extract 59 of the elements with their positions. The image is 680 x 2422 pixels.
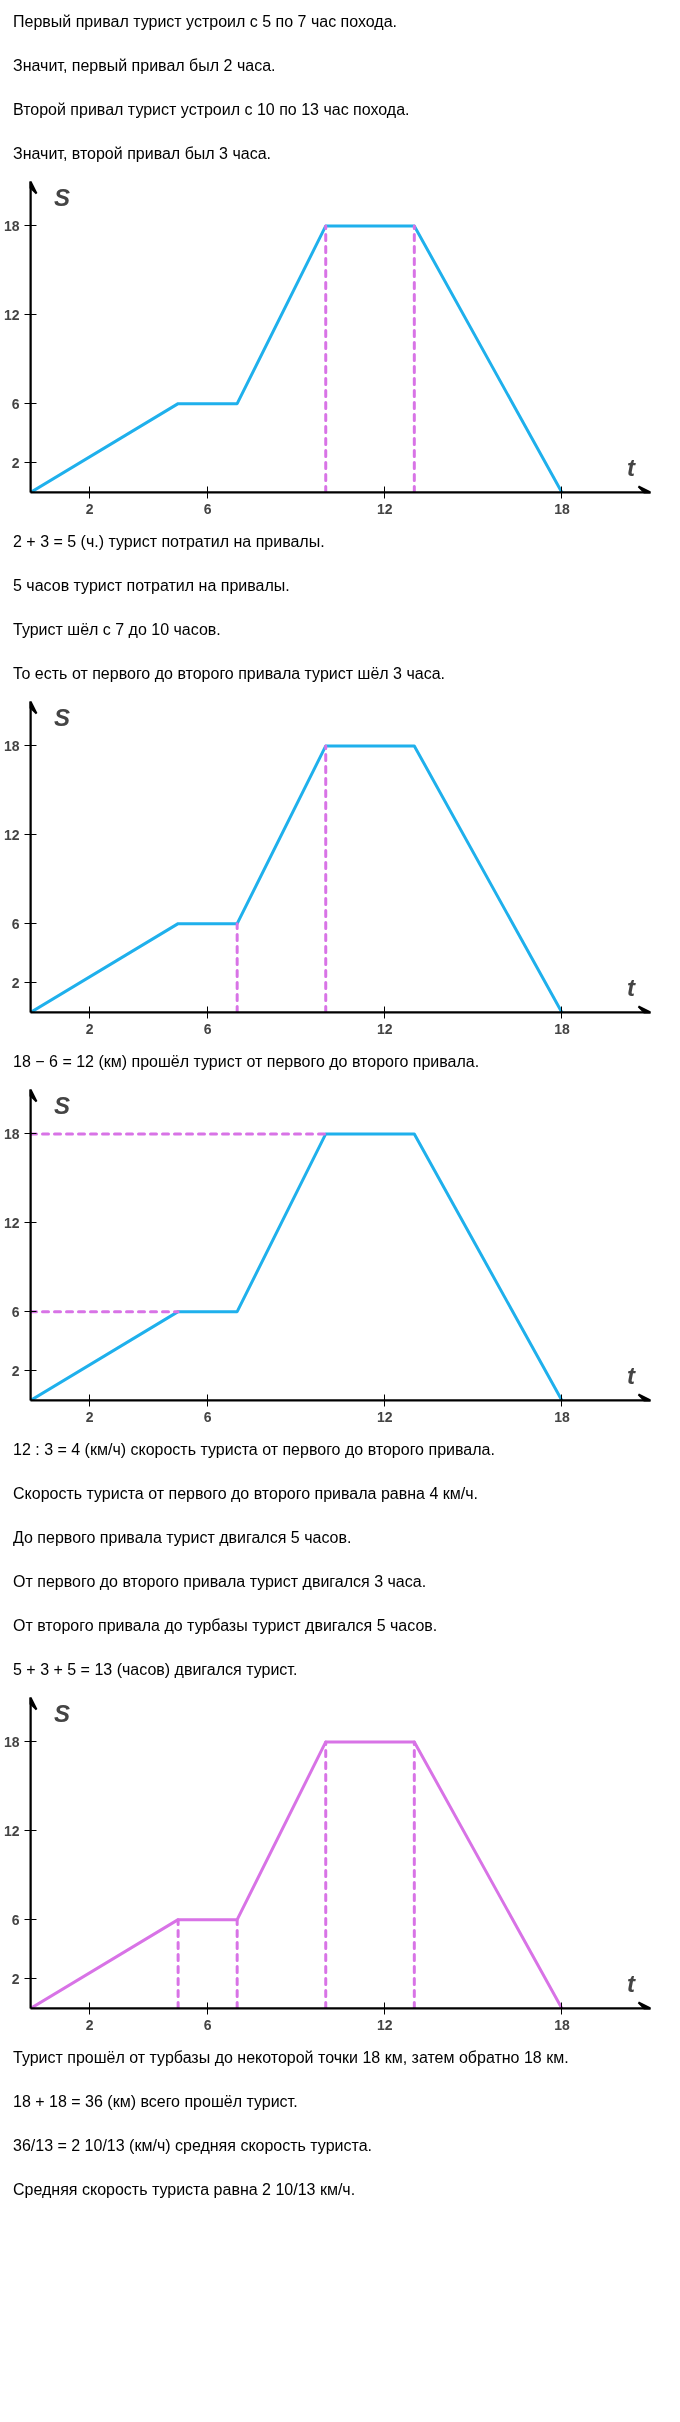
y-tick-label: 18 bbox=[3, 217, 20, 234]
y-tick-label: 18 bbox=[3, 1125, 20, 1142]
y-tick-label: 12 bbox=[3, 1822, 20, 1839]
text: Значит, второй привал был 3 часа. bbox=[13, 144, 272, 164]
x-tick-label: 18 bbox=[554, 1020, 570, 1037]
y-tick-label: 2 bbox=[11, 1970, 20, 1987]
x-tick-label: 18 bbox=[554, 2016, 570, 2033]
x-tick-label: 12 bbox=[377, 500, 393, 517]
text: 2 + 3 = 5 (ч.) турист потратил на привалы. bbox=[13, 532, 325, 552]
text: До первого привала турист двигался 5 часов. bbox=[13, 1528, 352, 1548]
x-axis-title: t bbox=[626, 973, 636, 1001]
x-tick-label: 6 bbox=[203, 2016, 212, 2033]
x-tick-label: 12 bbox=[377, 2016, 393, 2033]
y-axis-title: S bbox=[54, 1092, 71, 1120]
x-tick-label: 2 bbox=[85, 500, 94, 517]
text: Турист шёл с 7 до 10 часов. bbox=[13, 620, 221, 640]
text: Первый привал турист устроил с 5 по 7 час похода. bbox=[13, 12, 398, 32]
text: То есть от первого до второго привала турист шёл 3 часа. bbox=[13, 664, 445, 684]
text: 5 часов турист потратил на привалы. bbox=[13, 576, 290, 596]
text: Средняя скорость туриста равна 2 10/13 км/ч. bbox=[13, 2180, 356, 2200]
text: 36/13 = 2 10/13 (км/ч) средняя скорость туриста. bbox=[13, 2136, 373, 2156]
x-tick-label: 18 bbox=[554, 1408, 570, 1425]
x-tick-label: 12 bbox=[377, 1020, 393, 1037]
text: 18 + 18 = 36 (км) всего прошёл турист. bbox=[13, 2092, 298, 2112]
y-tick-label: 12 bbox=[3, 826, 20, 843]
x-tick-label: 6 bbox=[203, 500, 212, 517]
text: Значит, первый привал был 2 часа. bbox=[13, 56, 276, 76]
x-tick-label: 12 bbox=[377, 1408, 393, 1425]
x-tick-label: 18 bbox=[554, 500, 570, 517]
y-axis-title: S bbox=[54, 184, 71, 212]
text: 5 + 3 + 5 = 13 (часов) двигался турист. bbox=[13, 1660, 298, 1680]
y-tick-label: 12 bbox=[3, 1214, 20, 1231]
x-tick-label: 2 bbox=[85, 1408, 94, 1425]
y-tick-label: 12 bbox=[3, 306, 20, 323]
y-tick-label: 2 bbox=[11, 974, 20, 991]
text: От первого до второго привала турист двигался 3 часа. bbox=[13, 1572, 427, 1592]
x-axis-title: t bbox=[626, 1969, 636, 1997]
x-tick-label: 6 bbox=[203, 1020, 212, 1037]
x-axis-title: t bbox=[626, 1361, 636, 1389]
text: От второго привала до турбазы турист двигался 5 часов. bbox=[13, 1616, 438, 1636]
text: Скорость туриста от первого до второго привала равна 4 км/ч. bbox=[13, 1484, 478, 1504]
y-tick-label: 18 bbox=[3, 1733, 20, 1750]
text: Турист прошёл от турбазы до некоторой точки 18 км, затем обратно 18 км. bbox=[13, 2048, 569, 2068]
y-tick-label: 18 bbox=[3, 737, 20, 754]
x-tick-label: 6 bbox=[203, 1408, 212, 1425]
text: 12 : 3 = 4 (км/ч) скорость туриста от первого до второго привала. bbox=[13, 1440, 495, 1460]
y-axis-title: S bbox=[54, 1700, 71, 1728]
x-tick-label: 2 bbox=[85, 1020, 94, 1037]
x-axis-title: t bbox=[626, 453, 636, 481]
x-tick-label: 2 bbox=[85, 2016, 94, 2033]
text: Второй привал турист устроил с 10 по 13 час похода. bbox=[13, 100, 410, 120]
y-tick-label: 6 bbox=[11, 915, 20, 932]
y-tick-label: 6 bbox=[11, 1303, 20, 1320]
text: 18 − 6 = 12 (км) прошёл турист от первого до второго привала. bbox=[13, 1052, 480, 1072]
y-tick-label: 2 bbox=[11, 1362, 20, 1379]
y-tick-label: 2 bbox=[11, 454, 20, 471]
y-axis-title: S bbox=[54, 704, 71, 732]
y-tick-label: 6 bbox=[11, 395, 20, 412]
y-tick-label: 6 bbox=[11, 1911, 20, 1928]
